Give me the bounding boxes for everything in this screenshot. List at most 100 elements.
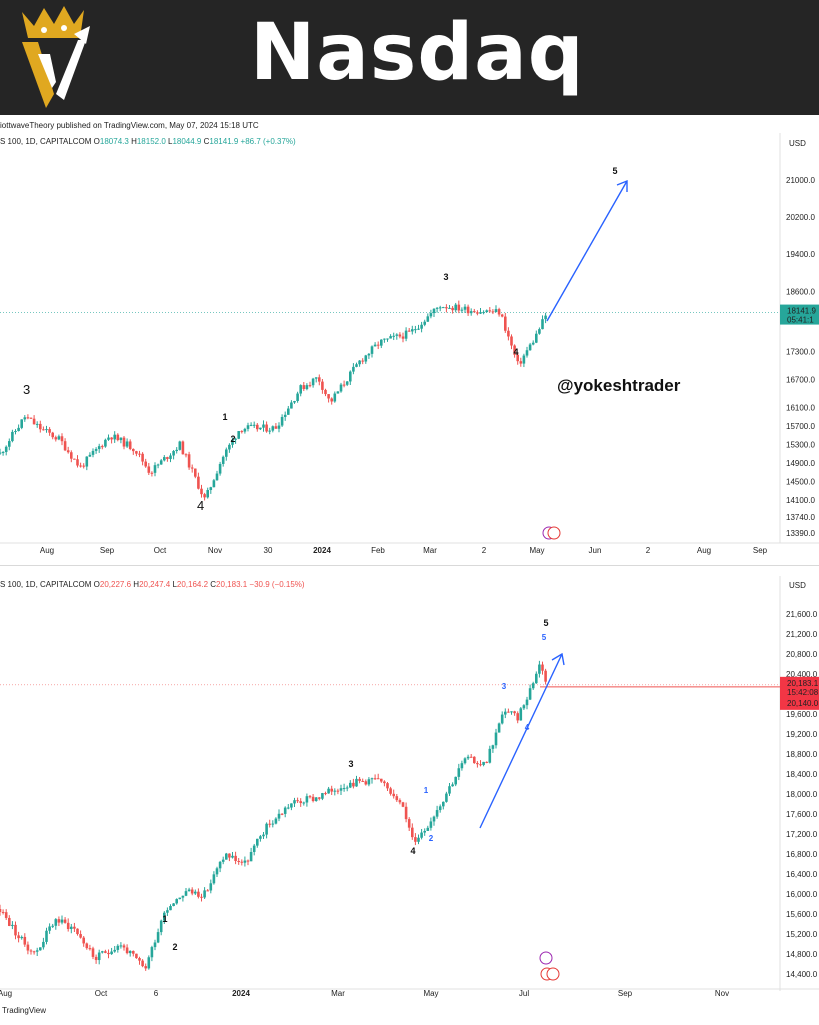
candle bbox=[380, 339, 383, 346]
candle bbox=[20, 419, 23, 428]
open-label: O bbox=[93, 580, 100, 589]
candle bbox=[513, 711, 516, 714]
candle bbox=[147, 957, 151, 969]
candle bbox=[39, 947, 42, 951]
candle bbox=[231, 439, 234, 445]
candle bbox=[345, 381, 349, 385]
candle bbox=[23, 417, 27, 420]
candle bbox=[70, 926, 73, 929]
candle bbox=[414, 329, 417, 331]
candle bbox=[175, 899, 178, 904]
currency-label: USD bbox=[789, 581, 806, 590]
candle bbox=[212, 480, 216, 488]
candle bbox=[141, 960, 144, 967]
candle bbox=[404, 806, 408, 820]
price-tick-label: 19400.0 bbox=[786, 250, 815, 259]
candle bbox=[200, 488, 203, 495]
candle bbox=[367, 779, 371, 785]
candle bbox=[525, 350, 529, 356]
price-chart-bottom[interactable]: USD 21,600.0 21,200.0 20,800.0 20,400.0 19,60… bbox=[0, 566, 819, 1025]
candle bbox=[144, 966, 147, 969]
candle bbox=[125, 947, 129, 954]
candle bbox=[361, 360, 364, 362]
candle bbox=[237, 431, 240, 439]
wave-label: 5 bbox=[542, 633, 547, 642]
candle bbox=[367, 353, 371, 356]
candle bbox=[442, 307, 445, 309]
price-tick-label: 21,200.0 bbox=[786, 630, 818, 639]
candle bbox=[463, 758, 467, 764]
price-tick-label: 17300.0 bbox=[786, 348, 815, 357]
candle bbox=[432, 308, 436, 314]
candle bbox=[345, 787, 349, 789]
candle bbox=[386, 783, 389, 789]
last-price-label: 20,183.1 bbox=[787, 679, 819, 688]
candle bbox=[466, 306, 470, 314]
candle bbox=[45, 930, 48, 942]
candle bbox=[73, 458, 76, 460]
candle bbox=[66, 922, 70, 929]
wave-label: 4 bbox=[197, 498, 204, 513]
candle bbox=[482, 312, 485, 314]
candle bbox=[448, 307, 451, 309]
candle bbox=[11, 924, 14, 926]
time-tick-label: Sep bbox=[100, 546, 115, 555]
candle bbox=[283, 807, 287, 814]
candle bbox=[358, 360, 361, 365]
candle bbox=[417, 837, 420, 842]
candle bbox=[535, 673, 538, 684]
candle bbox=[76, 928, 79, 935]
candle bbox=[525, 699, 529, 706]
candle bbox=[79, 934, 82, 938]
candle bbox=[383, 781, 386, 784]
candle bbox=[159, 460, 163, 465]
price-chart-top[interactable]: USD 21000.0 20200.0 19400.0 18600.0 17300.0 16… bbox=[0, 115, 819, 565]
candle bbox=[370, 778, 374, 780]
candle bbox=[535, 333, 538, 343]
time-tick-label: Mar bbox=[423, 546, 437, 555]
candle bbox=[51, 432, 54, 438]
candle bbox=[234, 438, 237, 440]
candle bbox=[438, 307, 442, 309]
candle bbox=[491, 745, 495, 749]
candle bbox=[355, 364, 358, 367]
candle bbox=[305, 796, 309, 803]
price-tick-label: 15300.0 bbox=[786, 440, 815, 449]
candle bbox=[386, 338, 389, 340]
chart-panel-top[interactable]: iottwaveTheory published on TradingView.… bbox=[0, 115, 819, 565]
candle bbox=[194, 468, 197, 477]
candle bbox=[333, 790, 337, 792]
chart-panel-bottom[interactable]: S 100, 1D, CAPITALCOM O20,227.6 H20,247.… bbox=[0, 565, 819, 1025]
candle bbox=[463, 306, 467, 310]
candle bbox=[32, 951, 36, 953]
candle bbox=[156, 932, 160, 943]
open-value: 20,227.6 bbox=[99, 580, 132, 589]
candle bbox=[299, 385, 302, 394]
candle bbox=[73, 926, 76, 929]
price-tick-label: 14900.0 bbox=[786, 459, 815, 468]
candle bbox=[504, 316, 507, 331]
candle bbox=[135, 451, 138, 454]
candle bbox=[321, 793, 324, 799]
price-tick-label: 14500.0 bbox=[786, 478, 815, 487]
candle bbox=[420, 324, 423, 329]
candle bbox=[333, 393, 337, 402]
candle bbox=[35, 423, 39, 425]
time-tick-label: Aug bbox=[697, 546, 711, 555]
candle bbox=[265, 823, 268, 835]
candle bbox=[125, 441, 129, 447]
candle bbox=[482, 761, 485, 765]
candle bbox=[132, 448, 135, 452]
price-tick-label: 15700.0 bbox=[786, 422, 815, 431]
candle bbox=[500, 314, 504, 317]
candle bbox=[119, 945, 123, 947]
candle bbox=[82, 465, 85, 467]
candle bbox=[197, 891, 200, 897]
candle bbox=[116, 434, 120, 441]
candle bbox=[522, 705, 526, 709]
candle bbox=[494, 732, 498, 746]
open-value: 18074.3 bbox=[99, 137, 129, 146]
candle bbox=[426, 827, 430, 831]
candle bbox=[57, 919, 61, 923]
candle bbox=[473, 311, 476, 313]
